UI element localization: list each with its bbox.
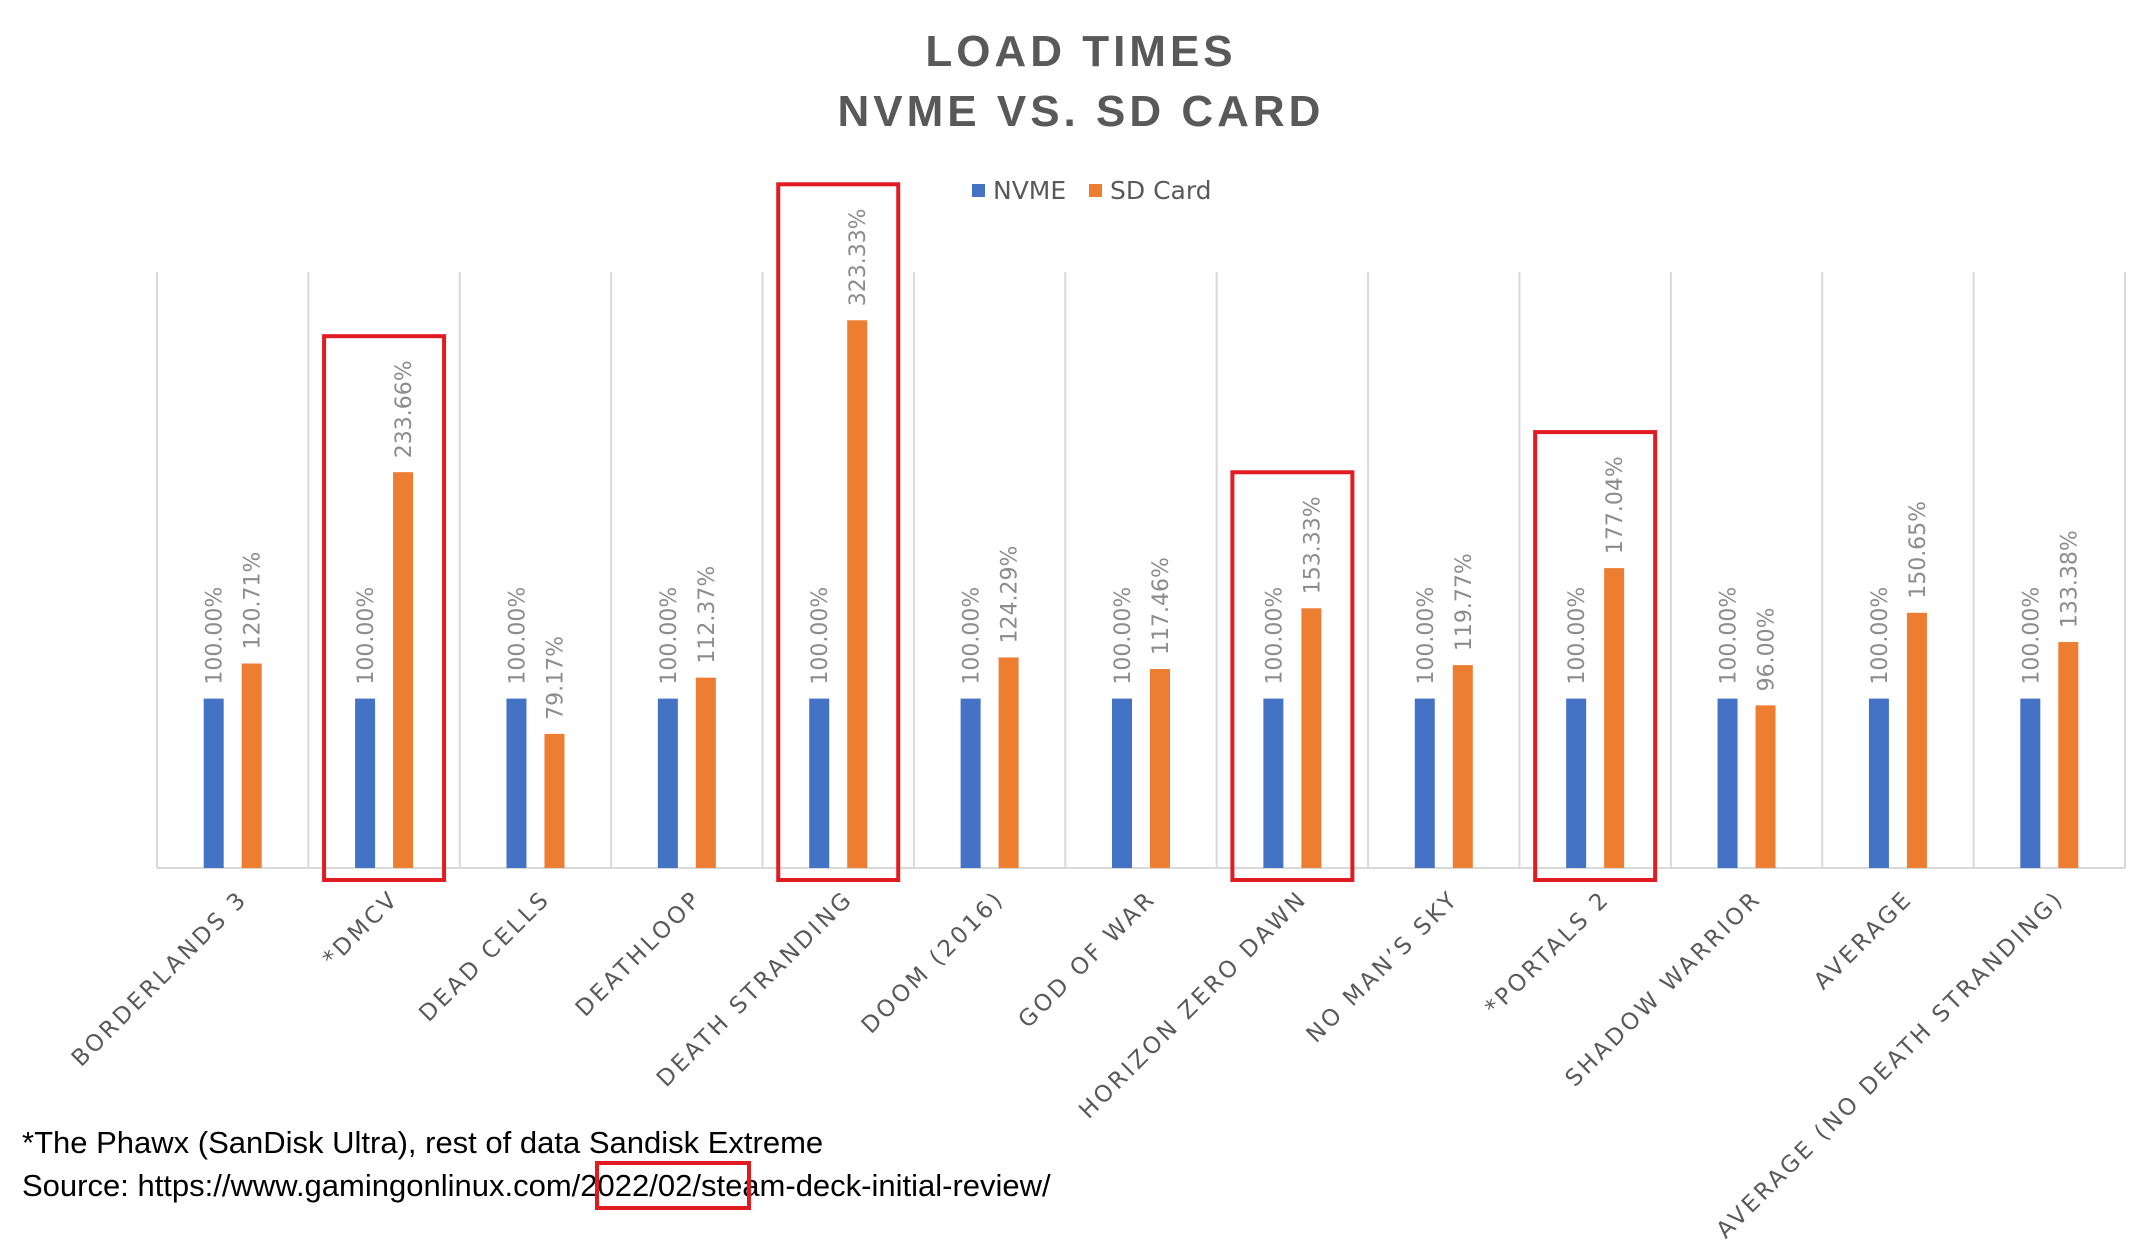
value-label-nvme-god-of-war: 100.00% — [1111, 587, 1136, 685]
legend: NVME SD Card — [972, 176, 1212, 205]
category-label-dmcv: *DMCV — [318, 886, 404, 972]
bar-nvme-dead-cells — [506, 698, 527, 868]
value-label-nvme-dmcv: 100.00% — [354, 587, 379, 685]
source-url-highlight: /2022/02/ — [572, 1168, 702, 1203]
bar-nvme-shadow-warrior — [1717, 698, 1738, 868]
value-label-nvme-horizon-zero-dawn: 100.00% — [1262, 587, 1287, 685]
highlight-box-dmcv — [322, 334, 447, 883]
legend-swatch-nvme — [972, 184, 985, 197]
category-label-dead-cells: DEAD CELLS — [414, 886, 555, 1027]
value-label-nvme-dead-cells: 100.00% — [505, 587, 530, 685]
bar-sd-card-dmcv — [393, 472, 414, 868]
bar-nvme-average — [1868, 698, 1889, 868]
value-label-sd-card-dead-cells: 79.17% — [543, 636, 568, 720]
value-label-sd-card-death-stranding: 323.33% — [846, 208, 871, 306]
bar-sd-card-average — [1906, 612, 1927, 868]
bar-sd-card-deathloop — [695, 677, 716, 868]
bar-nvme-dmcv — [355, 698, 376, 868]
highlight-box-horizon-zero-dawn — [1230, 470, 1355, 882]
value-label-sd-card-doom-2016: 124.29% — [998, 546, 1023, 644]
value-label-sd-card-average-no-death-stranding: 133.38% — [2057, 530, 2082, 628]
bar-sd-card-borderlands-3 — [241, 663, 262, 868]
value-label-nvme-shadow-warrior: 100.00% — [1717, 587, 1742, 685]
bar-sd-card-god-of-war — [1150, 669, 1170, 868]
value-label-sd-card-deathloop: 112.37% — [695, 566, 720, 664]
value-label-nvme-no-man-s-sky: 100.00% — [1414, 587, 1439, 685]
category-label-no-man-s-sky: NO MAN’S SKY — [1302, 886, 1464, 1048]
value-label-sd-card-average: 150.65% — [1906, 501, 1931, 599]
value-label-nvme-portals-2: 100.00% — [1565, 587, 1590, 685]
bar-nvme-god-of-war — [1112, 698, 1132, 868]
plot-area: 100.00% 120.71% BORDERLANDS 3 100.00% 233.66… — [67, 182, 2126, 1244]
value-label-nvme-borderlands-3: 100.00% — [203, 587, 228, 685]
value-label-nvme-death-stranding: 100.00% — [808, 587, 833, 685]
legend-swatch-sd-card — [1089, 184, 1102, 197]
bar-nvme-doom-2016 — [960, 698, 981, 868]
bar-nvme-no-man-s-sky — [1414, 698, 1435, 868]
bar-sd-card-average-no-death-stranding — [2058, 642, 2079, 868]
highlight-box-portals-2 — [1533, 430, 1658, 882]
value-label-nvme-doom-2016: 100.00% — [960, 587, 985, 685]
value-label-sd-card-horizon-zero-dawn: 153.33% — [1300, 496, 1325, 594]
value-label-sd-card-dmcv: 233.66% — [392, 360, 417, 458]
category-label-average-no-death-stranding: AVERAGE (NO DEATH STRANDING) — [1712, 886, 2070, 1244]
bar-nvme-borderlands-3 — [203, 698, 224, 868]
bar-nvme-portals-2 — [1566, 698, 1587, 868]
value-label-sd-card-borderlands-3: 120.71% — [241, 552, 266, 650]
footnote: *The Phawx (SanDisk Ultra), rest of data… — [22, 1125, 1051, 1210]
legend-label-sd-card: SD Card — [1110, 176, 1212, 205]
bar-sd-card-doom-2016 — [998, 657, 1019, 868]
value-label-sd-card-portals-2: 177.04% — [1603, 456, 1628, 554]
value-label-sd-card-no-man-s-sky: 119.77% — [1452, 553, 1477, 651]
value-label-nvme-average-no-death-stranding: 100.00% — [2019, 587, 2044, 685]
bar-sd-card-shadow-warrior — [1755, 705, 1776, 868]
source-url-prefix: Source: https://www.gamingonlinux.com — [22, 1168, 572, 1203]
bar-sd-card-portals-2 — [1604, 568, 1625, 868]
value-label-nvme-deathloop: 100.00% — [657, 587, 682, 685]
category-label-borderlands-3: BORDERLANDS 3 — [67, 886, 253, 1072]
value-label-sd-card-shadow-warrior: 96.00% — [1755, 607, 1780, 691]
bar-nvme-death-stranding — [809, 698, 830, 868]
highlight-box-death-stranding — [776, 182, 901, 882]
legend-label-nvme: NVME — [993, 176, 1066, 205]
bar-nvme-horizon-zero-dawn — [1263, 698, 1284, 868]
value-label-nvme-average: 100.00% — [1868, 587, 1893, 685]
bar-sd-card-horizon-zero-dawn — [1301, 608, 1322, 868]
footnote-line-2: Source: https://www.gamingonlinux.com/20… — [22, 1168, 1051, 1203]
bar-nvme-average-no-death-stranding — [2020, 698, 2041, 868]
bar-sd-card-death-stranding — [847, 320, 868, 868]
category-label-doom-2016: DOOM (2016) — [857, 886, 1010, 1039]
category-label-average: AVERAGE — [1809, 886, 1918, 995]
source-url-suffix: steam-deck-initial-review/ — [701, 1168, 1051, 1203]
value-label-sd-card-god-of-war: 117.46% — [1149, 557, 1174, 655]
footnote-line-1: *The Phawx (SanDisk Ultra), rest of data… — [22, 1125, 823, 1160]
chart-title-line-2: NVME VS. SD CARD — [838, 87, 1325, 136]
bar-sd-card-no-man-s-sky — [1452, 665, 1473, 868]
source-url-highlight-box — [595, 1161, 751, 1210]
category-label-deathloop: DEATHLOOP — [571, 886, 707, 1022]
bar-nvme-deathloop — [657, 698, 678, 868]
category-label-god-of-war: GOD OF WAR — [1014, 886, 1162, 1034]
bar-sd-card-dead-cells — [544, 733, 565, 868]
chart-title-line-1: LOAD TIMES — [925, 27, 1236, 76]
category-label-portals-2: *PORTALS 2 — [1480, 886, 1615, 1021]
